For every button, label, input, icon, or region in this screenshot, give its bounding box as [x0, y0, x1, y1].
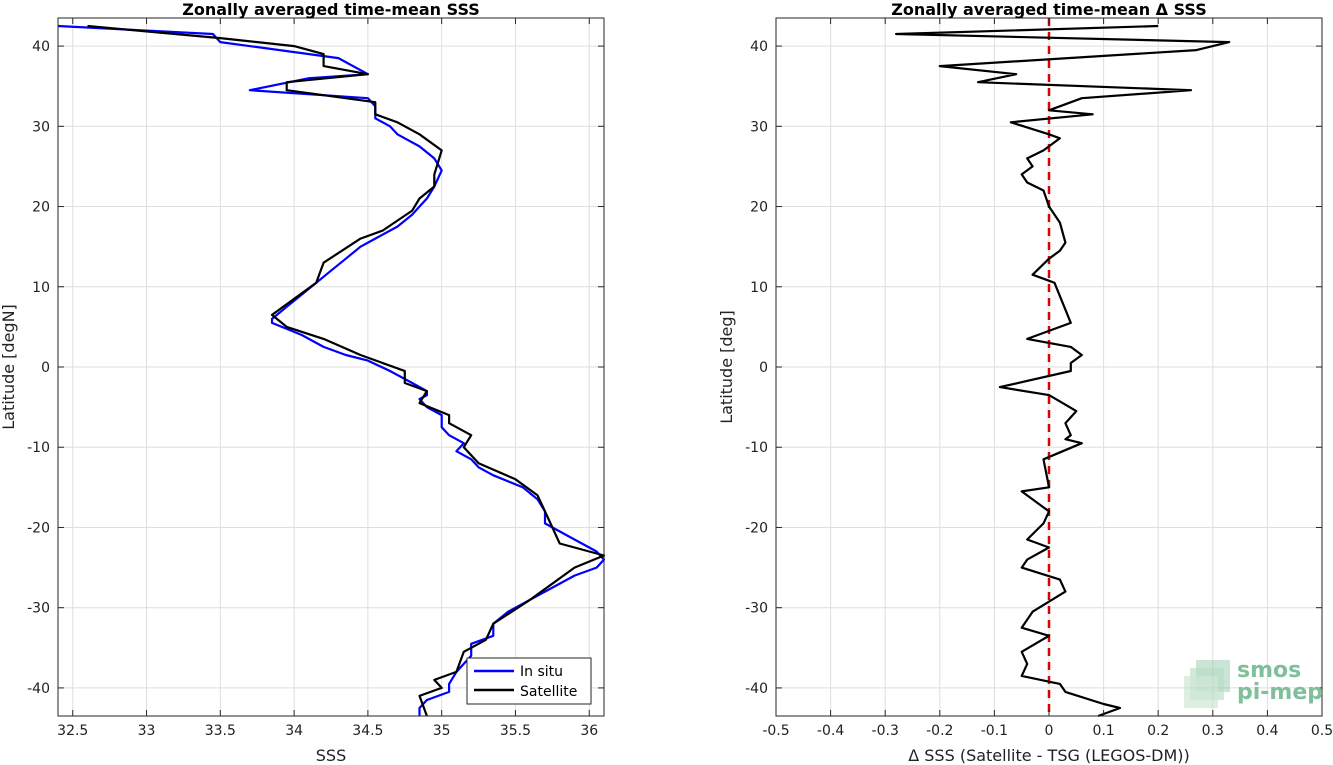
left-x-axis-label: SSS [316, 746, 346, 765]
legend-label-satellite: Satellite [520, 684, 577, 700]
x-tick-label: -0.3 [872, 723, 899, 739]
x-tick-label: -0.4 [817, 723, 844, 739]
x-tick-label: 36 [580, 723, 598, 739]
left-chart-title: Zonally averaged time-mean SSS [182, 0, 480, 19]
x-tick-label: -0.1 [981, 723, 1008, 739]
y-tick-label: 20 [32, 200, 50, 216]
y-tick-label: -30 [27, 601, 50, 617]
y-tick-label: 30 [750, 119, 768, 135]
x-tick-label: -0.5 [762, 723, 789, 739]
x-tick-label: 0.1 [1092, 723, 1114, 739]
x-tick-label: -0.2 [926, 723, 953, 739]
y-tick-label: -30 [745, 601, 768, 617]
y-tick-label: 10 [32, 280, 50, 296]
x-tick-label: 0.4 [1256, 723, 1278, 739]
y-tick-label: -20 [745, 520, 768, 536]
logo-text-line1: smos [1237, 658, 1301, 683]
series-line-satellite [87, 24, 606, 717]
left-y-axis-label: Latitude [degN] [0, 304, 18, 430]
left-chart-panel: 32.5 33 33.5 34 34.5 35 35.5 36 -40 -30 -20 -10 0 10 2… [0, 0, 606, 765]
x-tick-label: 32.5 [57, 723, 88, 739]
logo-layers-icon [1184, 660, 1230, 708]
series-line-delta-sss [895, 24, 1231, 718]
x-tick-label: 33 [138, 723, 156, 739]
y-tick-label: 10 [750, 280, 768, 296]
y-tick-label: -40 [27, 681, 50, 697]
y-tick-label: 20 [750, 200, 768, 216]
y-tick-label: -40 [745, 681, 768, 697]
y-tick-label: 0 [41, 360, 50, 376]
right-chart-panel: -0.5 -0.4 -0.3 -0.2 -0.1 0 0.1 0.2 0.3 0.4 0.5 -40 -… [717, 0, 1333, 765]
legend-label-in-situ: In situ [520, 664, 563, 680]
right-y-axis-label: Latitude [deg] [717, 310, 736, 424]
x-tick-label: 35 [433, 723, 451, 739]
y-tick-label: -10 [27, 440, 50, 456]
smos-pi-mep-logo: smos pi-mep [1184, 658, 1323, 708]
y-tick-label: 30 [32, 119, 50, 135]
right-ticks: -0.5 -0.4 -0.3 -0.2 -0.1 0 0.1 0.2 0.3 0.4 0.5 -40 -… [745, 18, 1333, 739]
left-ticks: 32.5 33 33.5 34 34.5 35 35.5 36 -40 -30 -20 -10 0 10 2… [27, 18, 604, 739]
x-tick-label: 34.5 [352, 723, 383, 739]
left-series-group [57, 24, 606, 717]
y-tick-label: 40 [750, 39, 768, 55]
legend-box [466, 657, 592, 705]
x-tick-label: 0.2 [1147, 723, 1169, 739]
x-tick-label: 33.5 [205, 723, 236, 739]
x-tick-label: 0.3 [1202, 723, 1224, 739]
x-tick-label: 35.5 [500, 723, 531, 739]
x-tick-label: 0 [1045, 723, 1054, 739]
y-tick-label: -20 [27, 520, 50, 536]
y-tick-label: -10 [745, 440, 768, 456]
right-chart-title: Zonally averaged time-mean Δ SSS [891, 0, 1207, 19]
x-tick-label: 0.5 [1311, 723, 1333, 739]
right-series-group [895, 18, 1231, 718]
right-x-axis-label: Δ SSS (Satellite - TSG (LEGOS-DM)) [908, 746, 1190, 765]
y-tick-label: 40 [32, 39, 50, 55]
left-gridlines [58, 18, 604, 716]
legend: In situ Satellite [466, 657, 592, 705]
y-tick-label: 0 [759, 360, 768, 376]
logo-text-line2: pi-mep [1237, 680, 1323, 705]
x-tick-label: 34 [285, 723, 303, 739]
